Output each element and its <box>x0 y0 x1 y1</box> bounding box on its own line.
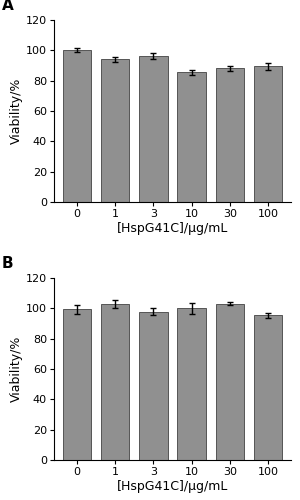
Bar <box>63 50 91 202</box>
X-axis label: [HspG41C]/μg/mL: [HspG41C]/μg/mL <box>117 480 228 492</box>
Y-axis label: Viability/%: Viability/% <box>10 78 23 144</box>
Bar <box>177 72 206 202</box>
Bar <box>254 316 282 460</box>
Bar <box>215 68 244 202</box>
Bar <box>139 312 168 460</box>
Bar <box>101 304 130 460</box>
Text: A: A <box>2 0 14 12</box>
Bar <box>139 56 168 202</box>
X-axis label: [HspG41C]/μg/mL: [HspG41C]/μg/mL <box>117 222 228 234</box>
Bar <box>101 60 130 202</box>
Bar <box>254 66 282 202</box>
Y-axis label: Viability/%: Viability/% <box>10 336 23 402</box>
Bar <box>177 308 206 460</box>
Bar <box>215 304 244 460</box>
Text: B: B <box>2 256 14 271</box>
Bar <box>63 309 91 460</box>
